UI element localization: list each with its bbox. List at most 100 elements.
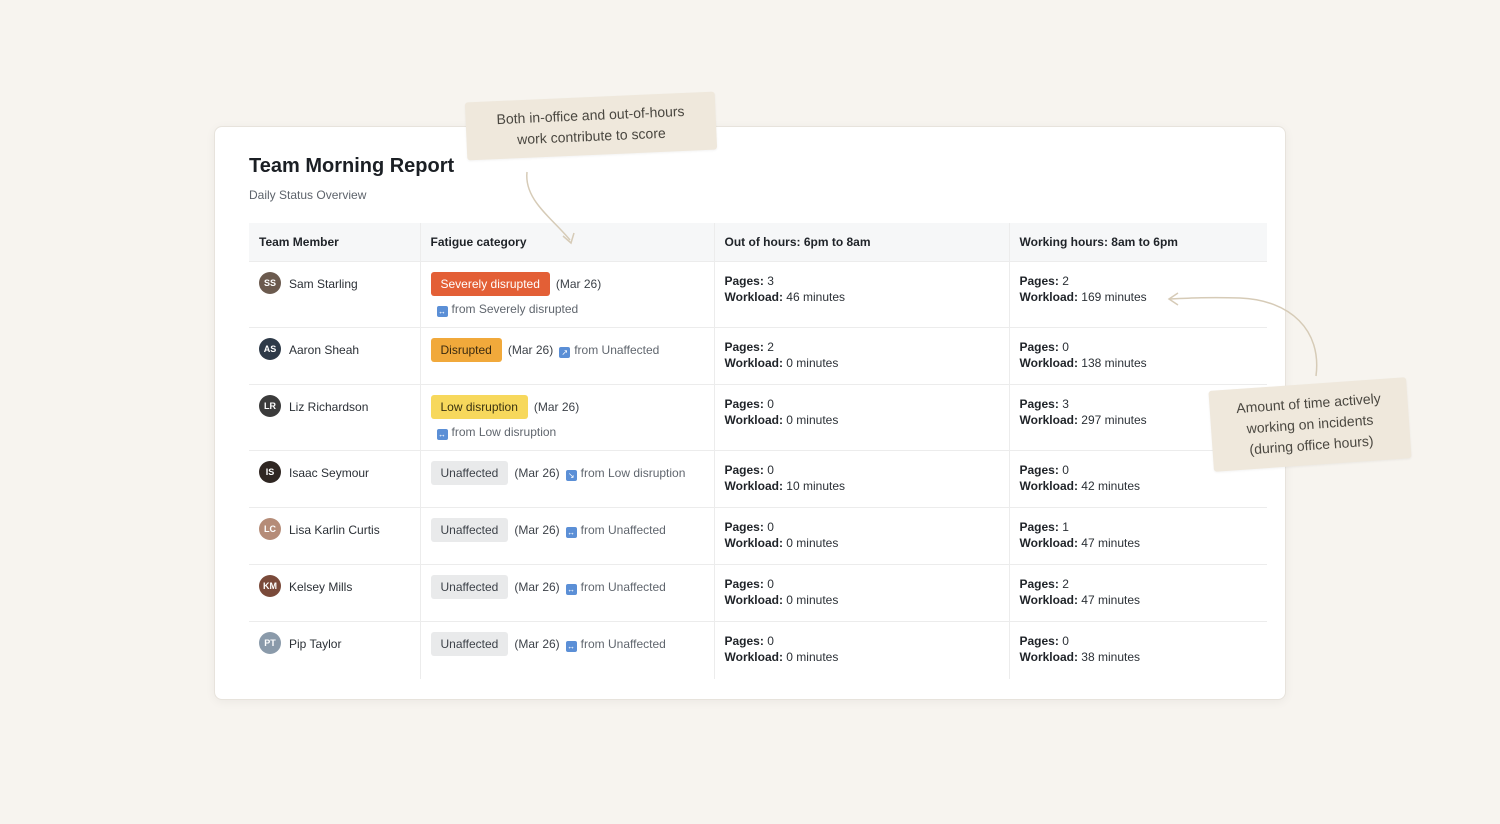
table-row[interactable]: LC Lisa Karlin Curtis Unaffected (Mar 26) ↔ f…: [249, 507, 1267, 565]
trend-text: from Low disruption: [580, 466, 686, 480]
fatigue-cell: Low disruption (Mar 26) ↔ from Low disrupti…: [419, 384, 714, 451]
team-member[interactable]: IS Isaac Seymour: [259, 461, 410, 483]
wh-workload: Workload: 38 minutes: [1020, 648, 1258, 666]
ooh-workload: Workload: 0 minutes: [725, 648, 999, 666]
fatigue-badge: Unaffected: [430, 518, 509, 542]
column-header-fatigue-category[interactable]: Fatigue category: [419, 223, 714, 262]
pages-value: 2: [767, 340, 774, 354]
wh-pages: Pages: 3: [1020, 395, 1258, 413]
fatigue-cell: Disrupted (Mar 26) ↗ from Unaffected: [419, 327, 714, 385]
ooh-pages: Pages: 0: [725, 575, 999, 593]
working-hours-cell: Pages: 2 Workload: 47 minutes: [1008, 564, 1267, 622]
fatigue-date: (Mar 26): [507, 343, 554, 357]
workload-label: Workload:: [724, 650, 783, 664]
team-member[interactable]: SS Sam Starling: [259, 272, 410, 294]
out-of-hours-cell: Pages: 3 Workload: 46 minutes: [713, 261, 1009, 328]
team-member[interactable]: AS Aaron Sheah: [259, 338, 410, 360]
fatigue-badge: Unaffected: [430, 632, 509, 656]
ooh-workload: Workload: 10 minutes: [725, 477, 999, 495]
avatar: IS: [259, 461, 281, 483]
trend-text: from Unaffected: [580, 637, 666, 651]
ooh-pages: Pages: 0: [725, 461, 999, 479]
column-header-team-member[interactable]: Team Member: [249, 223, 420, 262]
workload-label: Workload:: [1019, 536, 1078, 550]
working-hours-cell: Pages: 1 Workload: 47 minutes: [1008, 507, 1267, 565]
pages-label: Pages:: [724, 463, 764, 477]
pages-label: Pages:: [1019, 463, 1059, 477]
ooh-workload: Workload: 0 minutes: [725, 591, 999, 609]
workload-label: Workload:: [724, 356, 783, 370]
table-row[interactable]: PT Pip Taylor Unaffected (Mar 26) ↔ from Unaf…: [249, 621, 1267, 679]
pages-label: Pages:: [1019, 274, 1059, 288]
pages-label: Pages:: [724, 577, 764, 591]
arrow-both-icon: ↔: [436, 429, 448, 440]
trend-text: from Low disruption: [451, 425, 557, 439]
report-subtitle: Daily Status Overview: [249, 188, 367, 202]
trend-indicator: ↔ from Severely disrupted: [431, 302, 704, 317]
avatar: SS: [259, 272, 281, 294]
ooh-pages: Pages: 0: [725, 395, 999, 413]
pages-label: Pages:: [1019, 520, 1059, 534]
team-member[interactable]: PT Pip Taylor: [259, 632, 410, 654]
workload-value: 0 minutes: [786, 356, 839, 370]
workload-value: 0 minutes: [786, 413, 839, 427]
wh-workload: Workload: 47 minutes: [1020, 534, 1258, 552]
ooh-workload: Workload: 0 minutes: [725, 534, 999, 552]
pages-value: 2: [1062, 274, 1069, 288]
pages-label: Pages:: [724, 397, 764, 411]
ooh-workload: Workload: 0 minutes: [725, 411, 999, 429]
team-member[interactable]: LC Lisa Karlin Curtis: [259, 518, 410, 540]
team-member[interactable]: LR Liz Richardson: [259, 395, 410, 417]
column-header-working-hours[interactable]: Working hours: 8am to 6pm: [1008, 223, 1267, 262]
column-header-out-of-hours[interactable]: Out of hours: 6pm to 8am: [713, 223, 1009, 262]
arrow-both-icon: ↔: [565, 527, 577, 538]
ooh-workload: Workload: 0 minutes: [725, 354, 999, 372]
wh-workload: Workload: 297 minutes: [1020, 411, 1258, 429]
score-annotation-note: Both in-office and out-of-hours work con…: [464, 91, 718, 161]
avatar: KM: [259, 575, 281, 597]
workload-annotation-note: Amount of time actively working on incid…: [1208, 377, 1412, 472]
arrow-both-icon: ↔: [565, 584, 577, 595]
member-cell: LR Liz Richardson: [249, 384, 420, 451]
pages-label: Pages:: [1019, 634, 1059, 648]
fatigue-date: (Mar 26): [514, 523, 560, 537]
workload-label: Workload:: [724, 413, 783, 427]
pages-value: 0: [767, 634, 774, 648]
trend-indicator: ↔ from Unaffected: [565, 637, 666, 652]
wh-workload: Workload: 47 minutes: [1020, 591, 1258, 609]
workload-value: 46 minutes: [786, 290, 845, 304]
team-member[interactable]: KM Kelsey Mills: [259, 575, 410, 597]
fatigue-badge: Disrupted: [430, 338, 502, 362]
table-row[interactable]: LR Liz Richardson Low disruption (Mar 26) ↔ f…: [249, 384, 1267, 451]
member-name: Kelsey Mills: [289, 580, 353, 594]
workload-label: Workload:: [1019, 290, 1078, 304]
wh-workload: Workload: 169 minutes: [1020, 288, 1258, 306]
table-row[interactable]: SS Sam Starling Severely disrupted (Mar 26)…: [249, 261, 1267, 328]
pages-value: 0: [767, 397, 774, 411]
trend-text: from Unaffected: [574, 343, 660, 357]
pages-label: Pages:: [1019, 397, 1059, 411]
table-row[interactable]: AS Aaron Sheah Disrupted (Mar 26) ↗ from Unaf…: [249, 327, 1267, 385]
wh-pages: Pages: 0: [1020, 461, 1258, 479]
fatigue-date: (Mar 26): [514, 466, 560, 480]
pages-value: 2: [1062, 577, 1069, 591]
member-cell: LC Lisa Karlin Curtis: [249, 507, 420, 565]
workload-label: Workload:: [1019, 593, 1078, 607]
pages-label: Pages:: [724, 274, 764, 288]
table-row[interactable]: IS Isaac Seymour Unaffected (Mar 26) ↘ from L…: [249, 450, 1267, 508]
workload-value: 47 minutes: [1081, 536, 1140, 550]
workload-label: Workload:: [1019, 479, 1078, 493]
trend-text: from Severely disrupted: [451, 302, 579, 316]
fatigue-date: (Mar 26): [533, 400, 580, 414]
trend-indicator: ↔ from Unaffected: [565, 580, 666, 595]
workload-label: Workload:: [1019, 650, 1078, 664]
ooh-pages: Pages: 0: [725, 518, 999, 536]
member-cell: IS Isaac Seymour: [249, 450, 420, 508]
wh-workload: Workload: 42 minutes: [1020, 477, 1258, 495]
workload-value: 169 minutes: [1081, 290, 1147, 304]
table-row[interactable]: KM Kelsey Mills Unaffected (Mar 26) ↔ from Un…: [249, 564, 1267, 622]
ooh-pages: Pages: 2: [725, 338, 999, 356]
workload-label: Workload:: [1019, 356, 1078, 370]
workload-value: 297 minutes: [1081, 413, 1147, 427]
morning-report-table: Team Member Fatigue category Out of hour…: [249, 223, 1267, 679]
